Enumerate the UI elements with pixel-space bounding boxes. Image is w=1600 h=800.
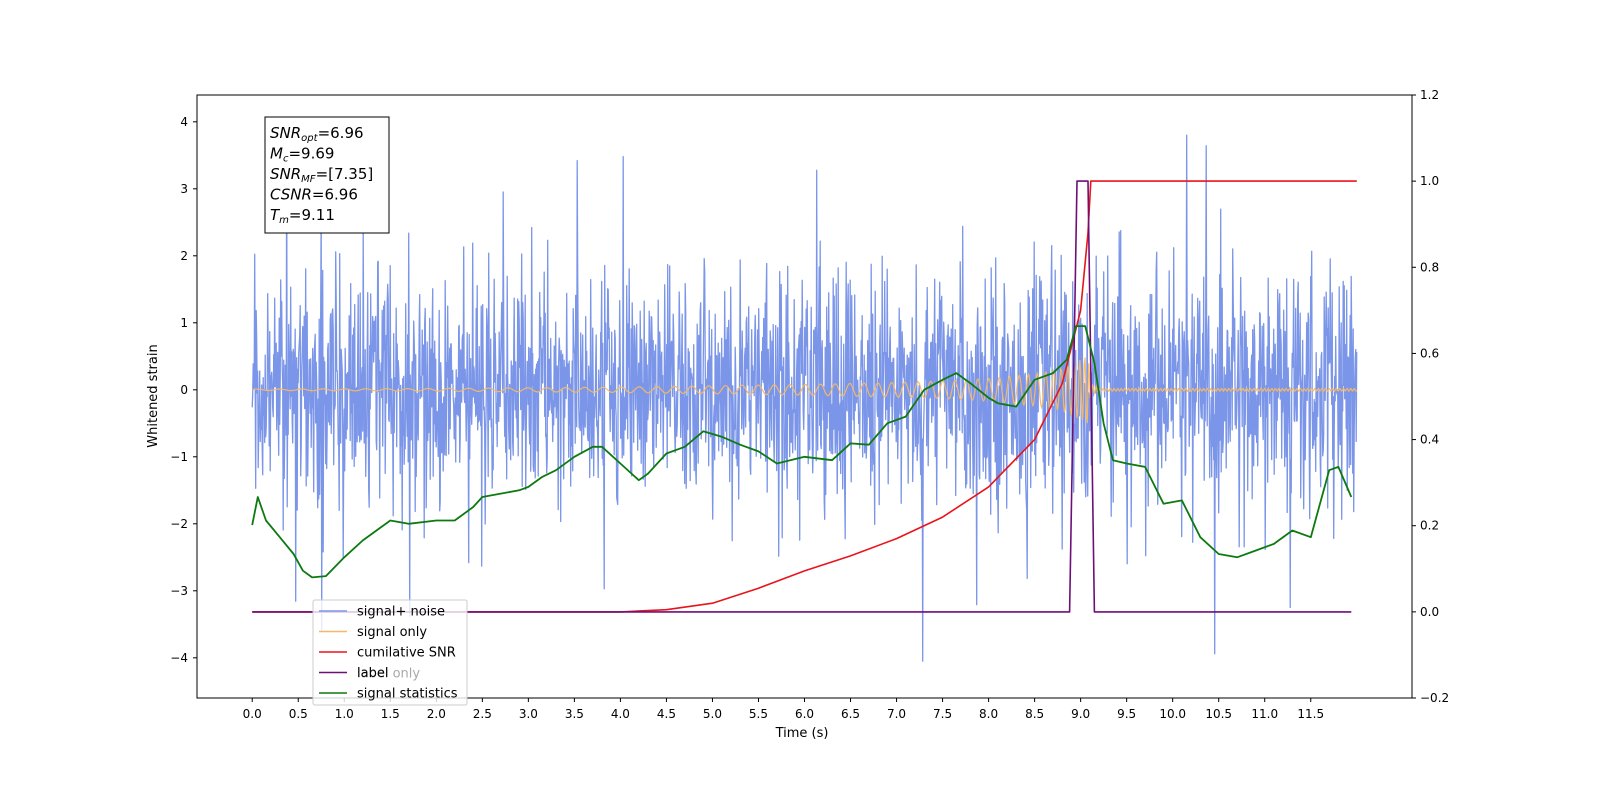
x-tick-label: 6.5 bbox=[841, 707, 860, 721]
y-axis-right: 1.2 1.0 0.8 0.6 0.4 0.2 0.0 −0.2 bbox=[1412, 88, 1449, 705]
legend-frame bbox=[312, 599, 468, 706]
x-tick-label: 3.5 bbox=[565, 707, 584, 721]
x-tick-label: 9.0 bbox=[1071, 707, 1090, 721]
x-tick-label: 4.0 bbox=[611, 707, 630, 721]
y-tick-label: −3 bbox=[170, 584, 188, 598]
x-tick-label: 1.0 bbox=[335, 707, 354, 721]
x-tick-label: 2.5 bbox=[473, 707, 492, 721]
x-tick-label: 3.0 bbox=[519, 707, 538, 721]
legend: signal+ noise signal only cumilative SNR la… bbox=[312, 599, 468, 706]
legend-label: cumilative SNR bbox=[357, 646, 456, 661]
y-tick-label: −2 bbox=[170, 517, 188, 531]
x-axis: 0.0 0.5 1.0 1.5 2.0 2.5 3.0 3.5 4.0 4.5 5.0 5.5 6.0 6… bbox=[243, 698, 1324, 721]
series-signal-only bbox=[252, 357, 1358, 424]
x-tick-label: 1.5 bbox=[381, 707, 400, 721]
y2-tick-label: 1.2 bbox=[1420, 88, 1439, 102]
y-tick-label: 3 bbox=[180, 182, 188, 196]
x-tick-label: 4.5 bbox=[657, 707, 676, 721]
series-layer bbox=[251, 124, 1358, 662]
x-tick-label: 11.5 bbox=[1297, 707, 1324, 721]
x-tick-label: 5.5 bbox=[749, 707, 768, 721]
x-tick-label: 8.5 bbox=[1025, 707, 1044, 721]
series-cumilative-snr bbox=[252, 180, 1357, 613]
x-tick-label: 6.0 bbox=[795, 707, 814, 721]
x-tick-label: 8.0 bbox=[979, 707, 998, 721]
legend-label: signal only bbox=[357, 625, 427, 640]
legend-label: label only bbox=[357, 667, 420, 682]
y2-tick-label: 0.4 bbox=[1420, 433, 1439, 447]
x-tick-label: 0.0 bbox=[243, 707, 262, 721]
x-tick-label: 11.0 bbox=[1251, 707, 1278, 721]
y2-tick-label: 0.2 bbox=[1420, 519, 1439, 533]
x-tick-label: 10.0 bbox=[1159, 707, 1186, 721]
series-signal-statistics bbox=[251, 325, 1353, 579]
annotation-line: SNRopt=6.96 bbox=[270, 124, 364, 144]
y-tick-label: −1 bbox=[170, 450, 188, 464]
y2-tick-label: 0.8 bbox=[1420, 260, 1439, 274]
y2-tick-label: 0.0 bbox=[1420, 605, 1439, 619]
x-tick-label: 10.5 bbox=[1205, 707, 1232, 721]
annotation-line: SNRMF=[7.35] bbox=[270, 165, 373, 185]
annotation-line: CSNR=6.96 bbox=[270, 186, 358, 204]
annotation-frame bbox=[264, 116, 390, 234]
annotation-line: Mc=9.69 bbox=[270, 145, 334, 165]
series-label bbox=[252, 180, 1352, 613]
x-tick-label: 7.5 bbox=[933, 707, 952, 721]
x-tick-label: 7.0 bbox=[887, 707, 906, 721]
x-tick-label: 5.0 bbox=[703, 707, 722, 721]
y-axis-left: 4 3 2 1 0 −1 −2 −3 −4 bbox=[170, 115, 197, 665]
legend-label: signal+ noise bbox=[357, 605, 445, 620]
x-axis-label: Time (s) bbox=[775, 726, 829, 741]
y-tick-label: 0 bbox=[180, 383, 188, 397]
legend-label: signal statistics bbox=[357, 687, 458, 702]
y-tick-label: 2 bbox=[180, 249, 188, 263]
x-tick-label: 0.5 bbox=[289, 707, 308, 721]
y-tick-label: −4 bbox=[170, 651, 188, 665]
legend-label: label bbox=[357, 666, 388, 681]
y2-tick-label: 0.6 bbox=[1420, 346, 1439, 360]
y2-tick-label: −0.2 bbox=[1420, 691, 1449, 705]
x-tick-label: 9.5 bbox=[1117, 707, 1136, 721]
annotation-line: Tm=9.11 bbox=[270, 206, 335, 226]
y2-tick-label: 1.0 bbox=[1420, 174, 1439, 188]
y-axis-label: Whitened strain bbox=[146, 344, 161, 447]
x-tick-label: 2.0 bbox=[427, 707, 446, 721]
y-tick-label: 4 bbox=[180, 115, 188, 129]
series-signal-noise bbox=[251, 124, 1358, 662]
y-tick-label: 1 bbox=[180, 316, 188, 330]
